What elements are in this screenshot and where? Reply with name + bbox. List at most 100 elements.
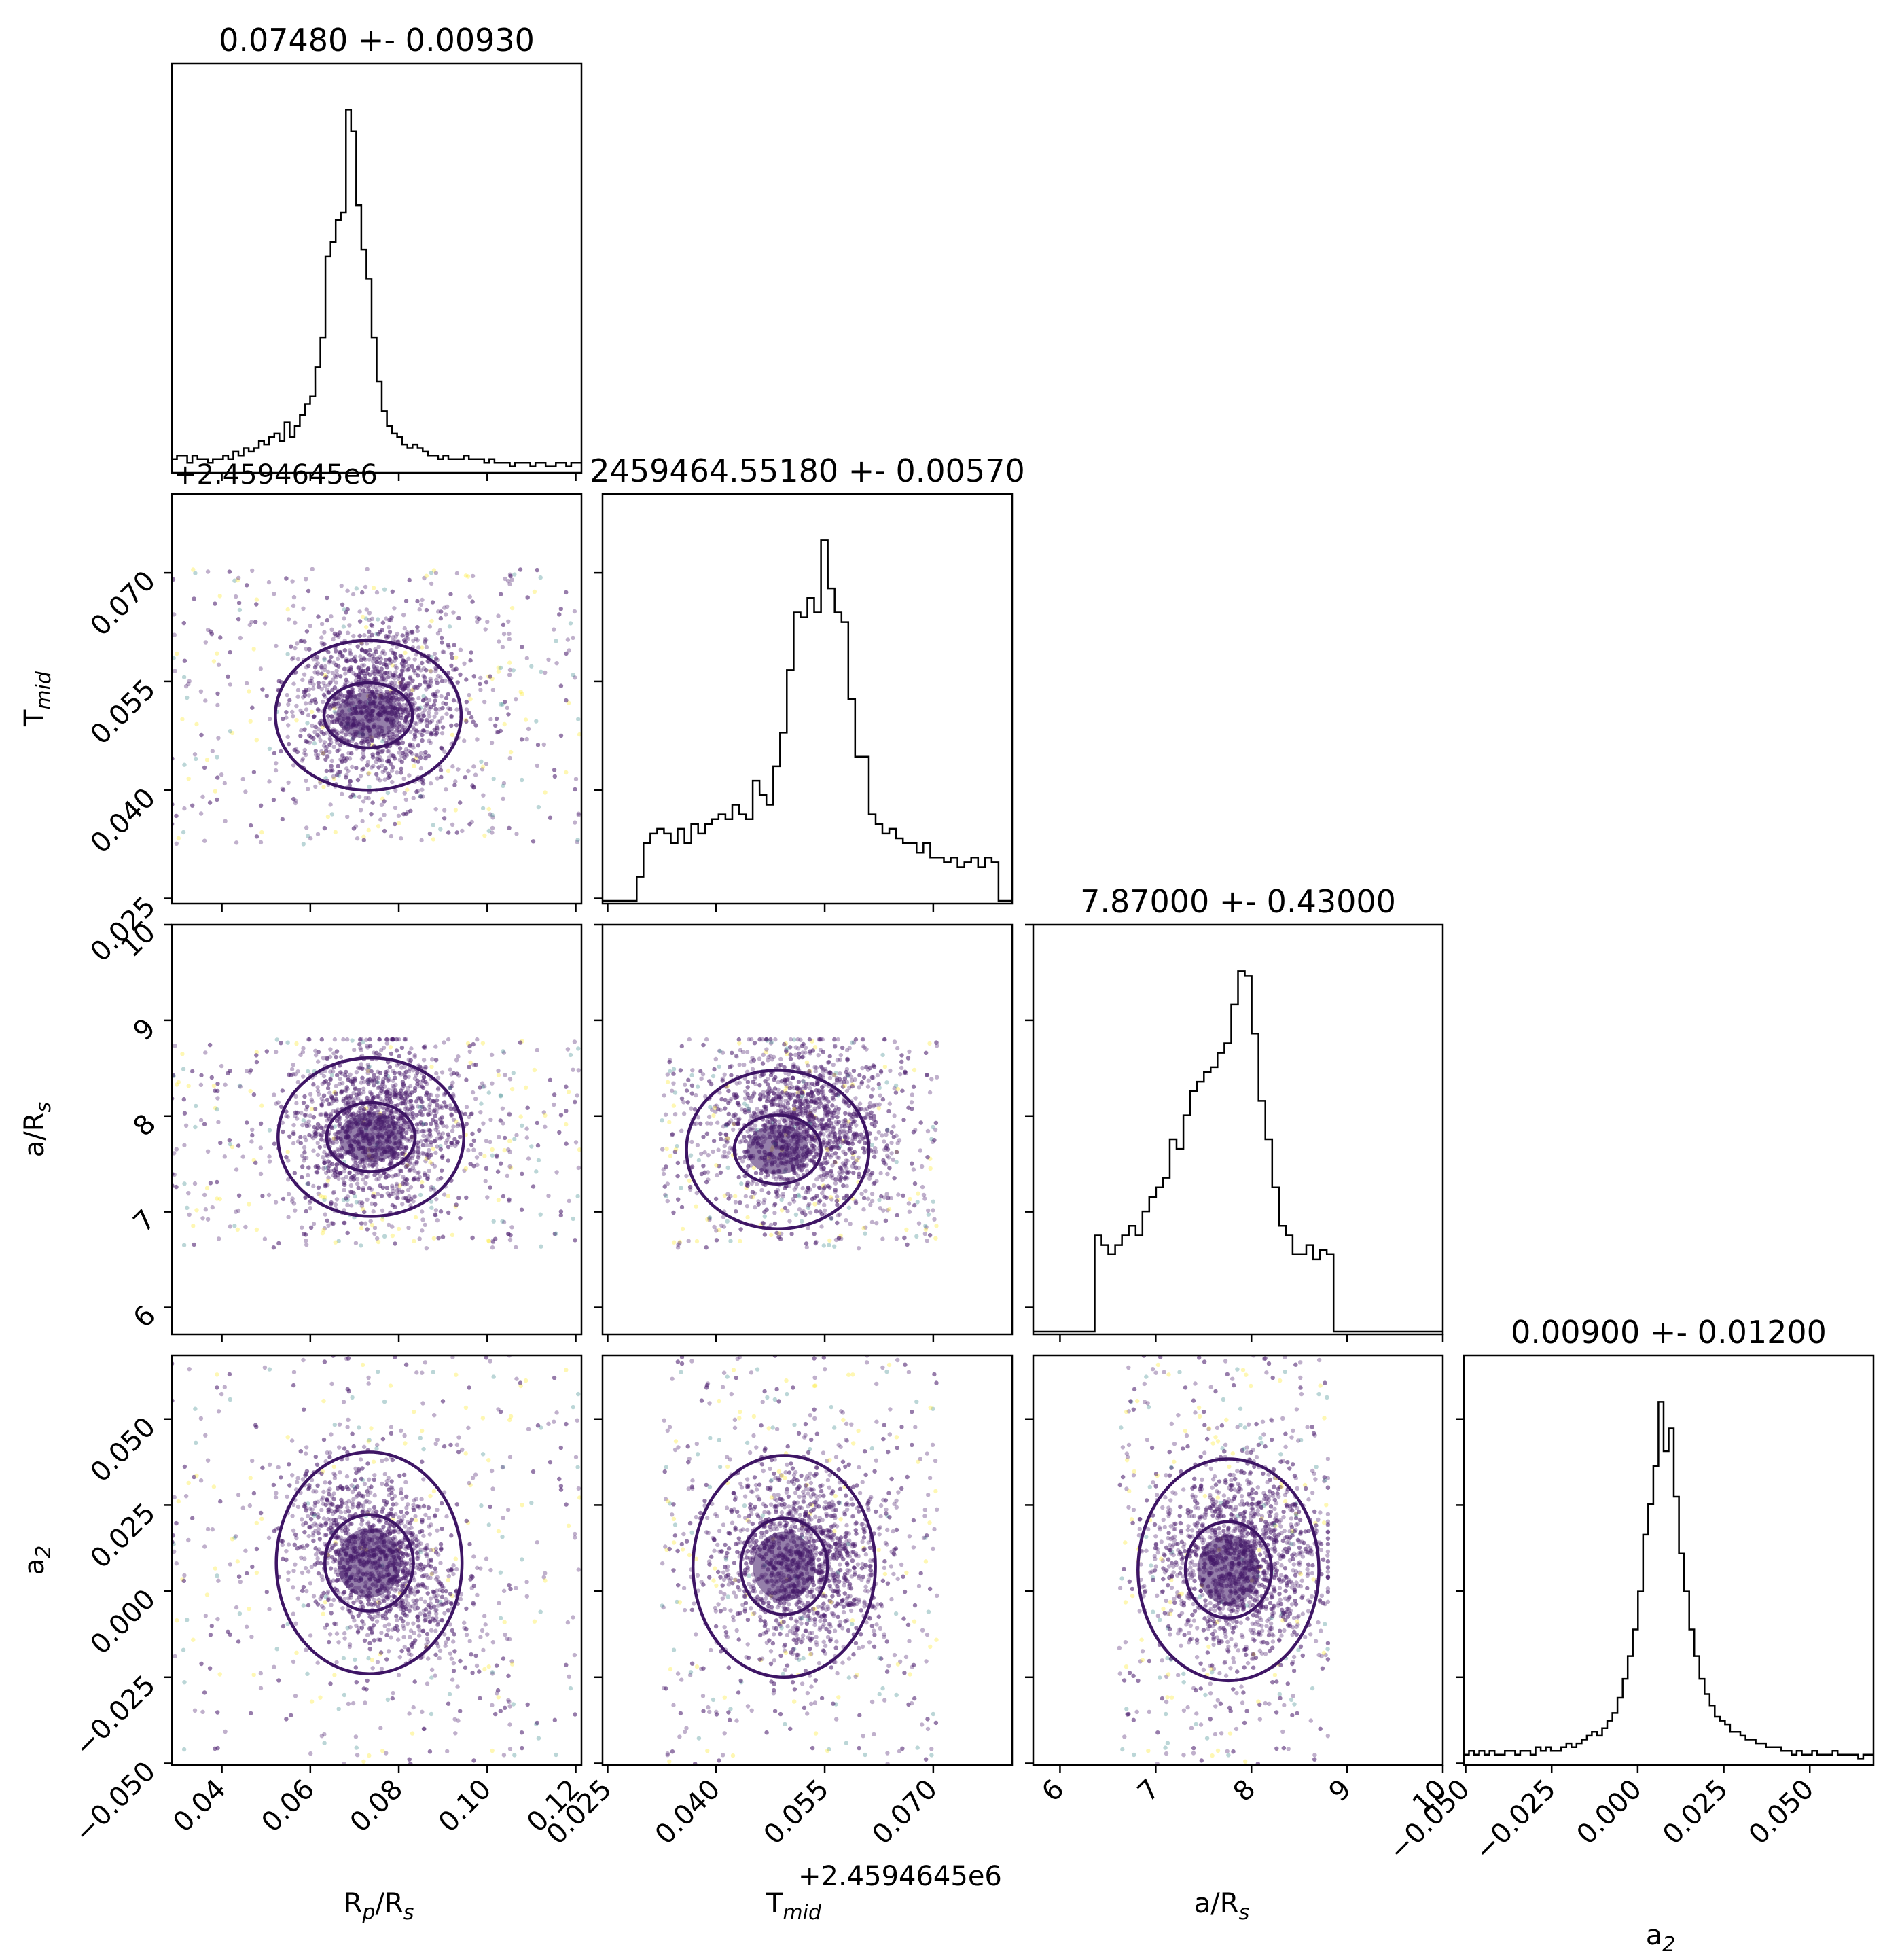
sample-point [355,836,360,841]
sample-point [423,639,427,644]
sample-point [450,1140,454,1145]
sample-point [425,1176,430,1181]
sample-point [431,837,436,842]
sample-point [311,682,316,687]
sample-point [412,1150,417,1154]
sample-point [446,1210,451,1215]
sample-point [219,772,224,777]
sample-point [408,1107,413,1112]
sample-point [384,1171,389,1177]
sample-point [304,1137,308,1143]
sample-point [216,1120,221,1124]
sample-point [493,1236,498,1241]
sample-point [375,669,380,674]
sample-point [363,1181,368,1186]
sample-point [302,1150,307,1155]
sample-point [433,1044,438,1049]
sample-point [295,1069,300,1074]
sample-point [384,1090,389,1096]
sample-point [365,1044,370,1048]
sample-point [344,658,348,664]
sample-point [399,680,404,685]
sample-point [374,760,378,764]
sample-point [345,1194,351,1199]
sample-point [199,1073,204,1078]
sample-point [293,747,299,752]
sample-point [525,595,530,600]
sample-point [420,1084,425,1089]
sample-point [386,634,391,639]
sample-point [329,1200,334,1205]
sample-point [274,1037,279,1042]
sample-point [384,759,390,764]
sample-point [468,696,473,702]
sample-point [321,731,326,736]
sample-point [393,1173,398,1178]
sample-point [307,740,312,745]
sample-point [359,808,363,813]
sample-point [383,671,388,675]
sample-point [430,600,435,605]
sample-point [423,1222,427,1228]
sample-point [272,592,276,596]
sample-point [397,741,401,746]
sample-point [303,1232,308,1237]
sample-point [347,1170,352,1175]
sample-point [353,1076,358,1081]
sample-point [425,1082,429,1086]
sample-point [450,1140,454,1145]
sample-point [488,1185,492,1190]
sample-point [341,1177,346,1181]
sample-point [404,706,409,711]
sample-point [439,774,444,780]
sample-point [404,1105,409,1110]
sample-point [346,690,351,694]
sample-point [345,1114,350,1119]
sample-point [187,1212,192,1217]
sample-point [470,783,475,788]
sample-point [401,1152,406,1156]
sample-point [301,695,306,700]
sample-point [258,803,264,808]
sample-point [398,654,403,658]
sample-point [346,1094,351,1099]
sample-point [397,821,401,826]
sample-point [423,640,427,645]
sample-point [489,1052,495,1058]
sample-point [338,1171,343,1175]
sample-point [532,589,537,594]
sample-point [344,1196,348,1201]
sample-point [346,1108,352,1113]
sample-point [399,706,404,711]
sample-point [422,1128,427,1134]
sample-point [375,751,380,756]
sample-point [390,589,395,594]
sample-point [427,684,431,689]
sample-point [186,1191,191,1196]
sample-point [488,812,492,817]
sample-point [313,784,318,789]
sample-point [409,1128,414,1133]
sample-point [344,610,348,615]
sample-point [401,663,406,669]
sample-point [438,1209,444,1214]
sample-point [287,741,291,747]
sample-point [365,1227,370,1232]
sample-point [440,635,444,641]
sample-point [340,693,344,698]
sample-point [440,1115,445,1120]
sample-point [448,707,453,712]
sample-point [305,721,310,726]
sample-point [194,756,198,762]
sample-point [298,1135,303,1140]
sample-point [499,592,503,596]
sample-point [390,1037,395,1042]
sample-point [397,1113,402,1119]
sample-point [392,1154,397,1159]
sample-point [295,688,301,692]
sample-point [401,1175,406,1179]
sample-point [322,1158,327,1163]
sample-point [456,1054,461,1059]
sample-point [380,1080,386,1084]
